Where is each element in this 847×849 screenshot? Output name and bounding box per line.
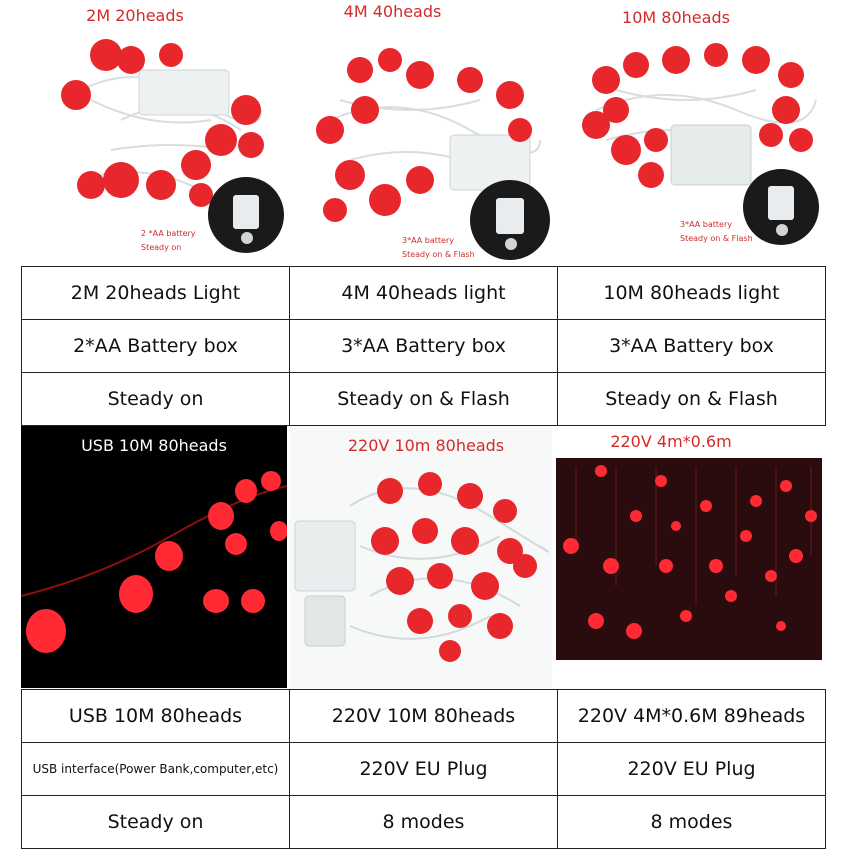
table-cell: Steady on	[21, 372, 290, 426]
photo-title: USB 10M 80heads	[81, 436, 227, 455]
product-photo-usb-10m: USB 10M 80heads	[21, 426, 287, 688]
table-cell: 220V 4M*0.6M 89heads	[557, 689, 826, 743]
spec-table-plugin: USB 10M 80heads 220V 10M 80heads 220V 4M…	[21, 689, 826, 849]
photo-note: 3*AA battery Steady on & Flash	[680, 220, 753, 243]
photo-note: 2 *AA battery Steady on	[141, 229, 196, 252]
table-row: USB interface(Power Bank,computer,etc) 2…	[21, 742, 826, 796]
product-photo-10m-80heads: 10M 80heads 3*AA battery Steady on & Fla…	[556, 0, 826, 266]
table-cell: USB 10M 80heads	[21, 689, 290, 743]
table-cell: 8 modes	[289, 795, 558, 849]
spec-table-battery: 2M 20heads Light 4M 40heads light 10M 80…	[21, 266, 826, 426]
table-row: Steady on Steady on & Flash Steady on & …	[21, 372, 826, 426]
table-cell: Steady on	[21, 795, 290, 849]
table-cell: 10M 80heads light	[557, 266, 826, 320]
photo-title: 220V 10m 80heads	[347, 436, 505, 455]
table-cell: 220V EU Plug	[557, 742, 826, 796]
product-photo-220v-4m-curtain: 220V 4m*0.6m	[556, 426, 826, 688]
table-row: Steady on 8 modes 8 modes	[21, 795, 826, 849]
table-cell: 8 modes	[557, 795, 826, 849]
lantern-night-photo	[21, 426, 287, 688]
photo-title: 10M 80heads	[622, 8, 730, 27]
table-cell: Steady on & Flash	[557, 372, 826, 426]
product-photo-2m-20heads: 2M 20heads 2 *AA battery Steady on	[21, 0, 289, 266]
table-row: USB 10M 80heads 220V 10M 80heads 220V 4M…	[21, 689, 826, 743]
photo-note: 3*AA battery Steady on & Flash	[402, 236, 475, 259]
table-cell: 3*AA Battery box	[557, 319, 826, 373]
table-cell: USB interface(Power Bank,computer,etc)	[21, 742, 290, 796]
table-row: 2*AA Battery box 3*AA Battery box 3*AA B…	[21, 319, 826, 373]
photo-title: 2M 20heads	[86, 6, 184, 25]
lantern-string-photo	[556, 0, 826, 266]
table-cell: 220V 10M 80heads	[289, 689, 558, 743]
lantern-string-photo	[290, 426, 552, 688]
table-cell: 3*AA Battery box	[289, 319, 558, 373]
product-photo-4m-40heads: 4M 40heads 3*AA battery Steady on & Flas…	[290, 0, 555, 266]
lantern-string-photo	[290, 0, 555, 266]
photo-title: 220V 4m*0.6m	[610, 432, 732, 451]
table-cell: 4M 40heads light	[289, 266, 558, 320]
lantern-curtain-photo	[556, 426, 826, 688]
lantern-string-photo	[21, 0, 289, 266]
table-cell: 2M 20heads Light	[21, 266, 290, 320]
product-photo-220v-10m: 220V 10m 80heads	[290, 426, 552, 688]
table-cell: 220V EU Plug	[289, 742, 558, 796]
table-cell: 2*AA Battery box	[21, 319, 290, 373]
table-row: 2M 20heads Light 4M 40heads light 10M 80…	[21, 266, 826, 320]
photo-title: 4M 40heads	[343, 2, 442, 21]
table-cell: Steady on & Flash	[289, 372, 558, 426]
